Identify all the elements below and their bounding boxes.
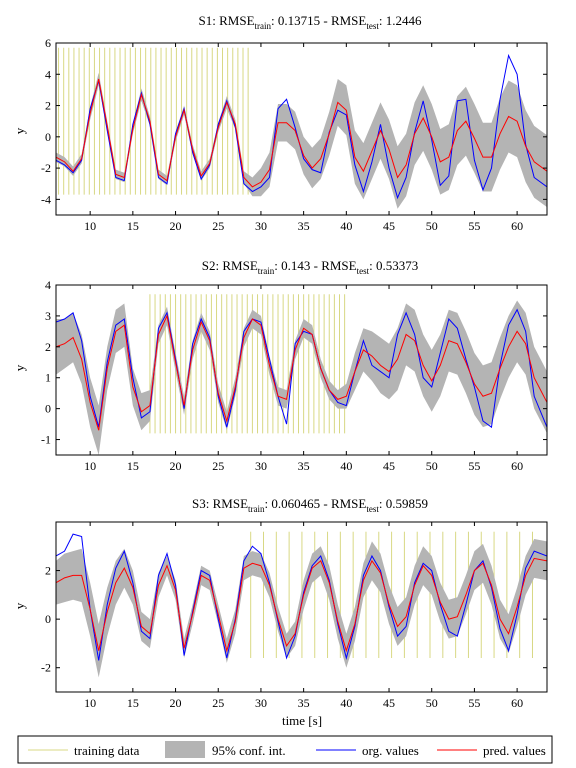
subplot-s3: S3: RMSEtrain: 0.060465 - RMSEtest: 0.59… xyxy=(12,496,548,728)
x-tick-label-s3-10: 10 xyxy=(84,696,96,710)
pred-values-line-s2 xyxy=(56,314,547,431)
series-group-s1 xyxy=(56,47,547,209)
x-tick-label-s2-20: 20 xyxy=(170,459,182,473)
y-tick-label-s2-4: 4 xyxy=(45,278,51,292)
y-tick-label-s1-2: 2 xyxy=(45,99,51,113)
subplot-s1: S1: RMSEtrain: 0.13715 - RMSEtest: 1.244… xyxy=(12,13,548,233)
x-tick-label-s2-40: 40 xyxy=(340,459,352,473)
x-tick-label-s2-15: 15 xyxy=(127,459,139,473)
plot-area-s2: 10 15 20 25 30 35 40 45 50 55 60 -1 0 1 2 3 4 xyxy=(41,278,548,473)
x-tick-label-s3-30: 30 xyxy=(255,696,267,710)
x-tick-label-s2-10: 10 xyxy=(84,459,96,473)
x-tick-label-s3-15: 15 xyxy=(127,696,139,710)
plot-area-s3: 10 15 20 25 30 35 40 45 50 55 60 -2 0 2 xyxy=(41,521,548,710)
x-tick-label-s3-35: 35 xyxy=(298,696,310,710)
legend-label-training: training data xyxy=(74,743,140,758)
x-tick-label-s3-45: 45 xyxy=(383,696,395,710)
x-axis-label: time [s] xyxy=(282,713,322,728)
series-group-s3 xyxy=(56,531,547,678)
x-tick-label-s3-25: 25 xyxy=(212,696,224,710)
axes-box-s3 xyxy=(55,521,548,693)
x-tick-label-s2-60: 60 xyxy=(511,459,523,473)
x-tick-label-s2-30: 30 xyxy=(255,459,267,473)
org-values-line-s2 xyxy=(56,308,547,429)
legend-label-pred: pred. values xyxy=(483,743,546,758)
y-tick-label-s1--2: -2 xyxy=(41,161,51,175)
x-tick-label-s3-20: 20 xyxy=(170,696,182,710)
subplot-title-s3: S3: RMSEtrain: 0.060465 - RMSEtest: 0.59… xyxy=(192,496,428,514)
subplot-title-s1: S1: RMSEtrain: 0.13715 - RMSEtest: 1.244… xyxy=(199,13,422,31)
axes-box-s2 xyxy=(55,284,548,456)
y-tick-label-s2-0: 0 xyxy=(45,402,51,416)
y-tick-label-s2-2: 2 xyxy=(45,340,51,354)
confidence-band-s3 xyxy=(56,539,547,678)
plot-area-s1: 10 15 20 25 30 35 40 45 50 55 60 -4 -2 0 2 4 6 xyxy=(41,36,548,233)
pred-values-line-s1 xyxy=(56,78,547,188)
y-tick-label-s2-1: 1 xyxy=(45,371,51,385)
confidence-band-s2 xyxy=(56,300,547,455)
x-tick-label-s1-20: 20 xyxy=(170,219,182,233)
y-tick-label-s3--2: -2 xyxy=(41,661,51,675)
x-tick-label-s1-15: 15 xyxy=(127,219,139,233)
y-axis-label-s3: y xyxy=(12,602,27,609)
y-tick-label-s1--4: -4 xyxy=(41,192,51,206)
x-tick-label-s1-25: 25 xyxy=(212,219,224,233)
x-tick-label-s3-50: 50 xyxy=(426,696,438,710)
legend: training data 95% conf. int. org. values… xyxy=(17,735,553,764)
x-tick-label-s1-30: 30 xyxy=(255,219,267,233)
y-tick-label-s2--1: -1 xyxy=(41,433,51,447)
legend-swatch-conf xyxy=(165,741,205,758)
subplot-title-s2: S2: RMSEtrain: 0.143 - RMSEtest: 0.53373 xyxy=(202,258,418,276)
legend-label-org: org. values xyxy=(362,743,419,758)
axes-box-s1 xyxy=(55,42,548,216)
x-tick-label-s1-35: 35 xyxy=(298,219,310,233)
y-tick-label-s3-0: 0 xyxy=(45,612,51,626)
y-tick-label-s1-6: 6 xyxy=(45,36,51,50)
legend-label-conf: 95% conf. int. xyxy=(212,743,286,758)
x-tick-label-s1-40: 40 xyxy=(340,219,352,233)
y-axis-label-s2: y xyxy=(12,364,27,371)
x-tick-label-s2-35: 35 xyxy=(298,459,310,473)
x-tick-label-s2-45: 45 xyxy=(383,459,395,473)
x-tick-label-s3-55: 55 xyxy=(468,696,480,710)
y-axis-label-s1: y xyxy=(12,127,27,134)
x-tick-label-s3-60: 60 xyxy=(511,696,523,710)
x-tick-label-s1-60: 60 xyxy=(511,219,523,233)
x-tick-label-s2-25: 25 xyxy=(212,459,224,473)
y-tick-label-s1-4: 4 xyxy=(45,67,51,81)
x-tick-label-s1-10: 10 xyxy=(84,219,96,233)
x-tick-label-s1-50: 50 xyxy=(426,219,438,233)
pred-values-line-s3 xyxy=(56,557,547,653)
y-tick-label-s3-2: 2 xyxy=(45,564,51,578)
series-group-s2 xyxy=(56,294,547,455)
y-tick-label-s1-0: 0 xyxy=(45,130,51,144)
y-tick-label-s2-3: 3 xyxy=(45,309,51,323)
x-tick-label-s1-45: 45 xyxy=(383,219,395,233)
x-tick-label-s2-50: 50 xyxy=(426,459,438,473)
x-tick-label-s2-55: 55 xyxy=(468,459,480,473)
x-tick-label-s1-55: 55 xyxy=(468,219,480,233)
x-tick-label-s3-40: 40 xyxy=(340,696,352,710)
subplot-s2: S2: RMSEtrain: 0.143 - RMSEtest: 0.53373… xyxy=(12,258,548,473)
